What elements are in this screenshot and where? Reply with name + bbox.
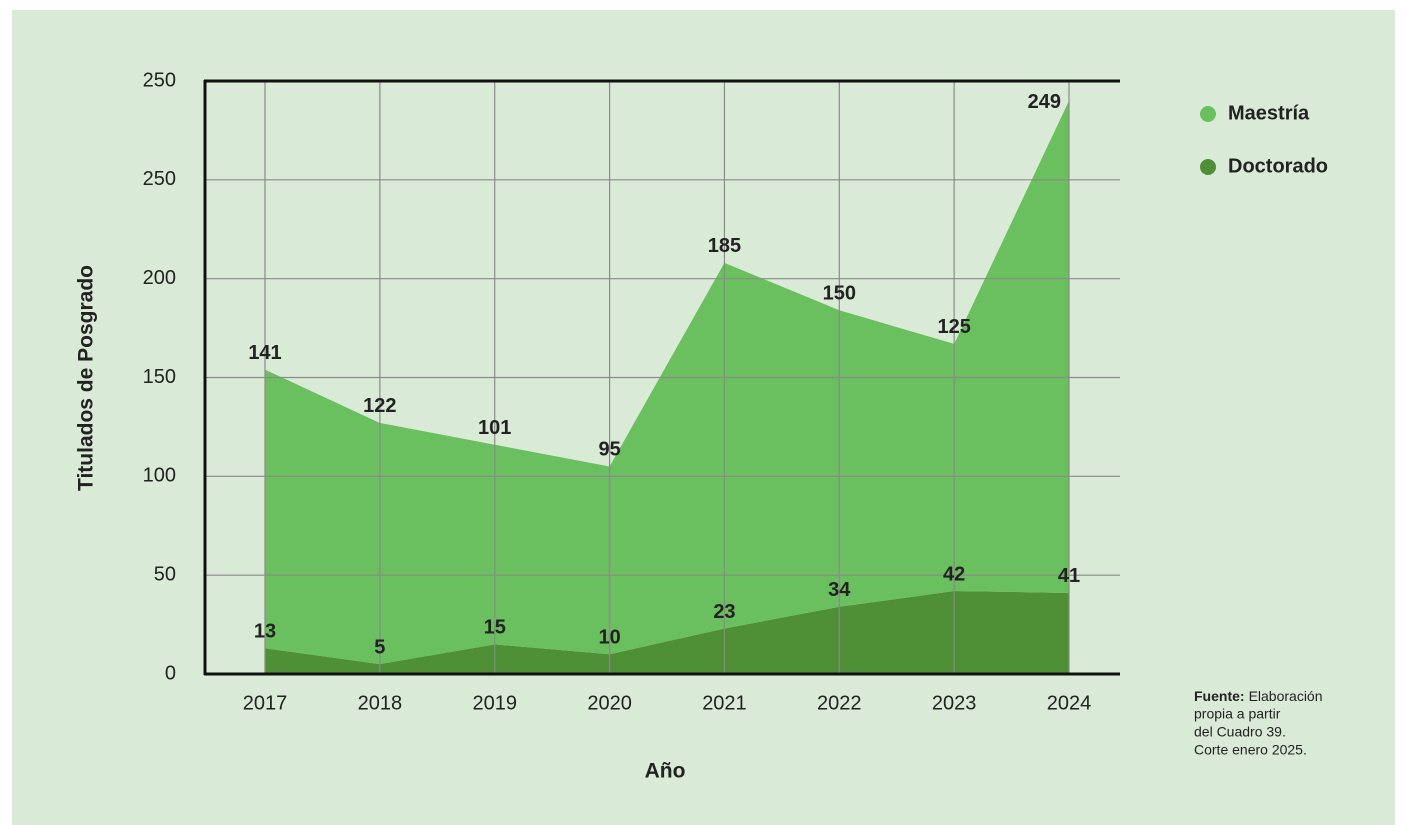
- data-label: 150: [823, 283, 856, 305]
- y-tick-label: 200: [143, 267, 176, 289]
- x-tick-label: 2019: [472, 692, 517, 714]
- data-label: 13: [254, 621, 276, 643]
- legend-label: Maestría: [1228, 102, 1310, 124]
- x-tick-label: 2017: [243, 692, 288, 714]
- y-tick-label: 250: [143, 168, 176, 190]
- y-tick-label: 50: [154, 563, 176, 585]
- y-tick-label: 100: [143, 465, 176, 487]
- data-label: 10: [598, 627, 620, 649]
- data-label: 95: [598, 439, 620, 461]
- x-tick-label: 2018: [358, 692, 403, 714]
- source-line: del Cuadro 39.: [1194, 724, 1286, 740]
- data-label: 185: [708, 235, 741, 257]
- source-label: Fuente:: [1194, 688, 1245, 704]
- y-tick-label: 150: [143, 366, 176, 388]
- data-label: 122: [363, 395, 396, 417]
- data-label: 141: [248, 342, 281, 364]
- data-label: 42: [943, 563, 965, 585]
- y-tick-label: 250: [143, 69, 176, 91]
- legend-swatch: [1200, 106, 1216, 122]
- data-label: 23: [713, 601, 735, 623]
- data-label: 249: [1028, 91, 1061, 113]
- source-line: Corte enero 2025.: [1194, 742, 1307, 758]
- x-axis-title: Año: [645, 760, 686, 783]
- data-label: 5: [374, 636, 385, 658]
- data-label: 15: [484, 617, 506, 639]
- x-tick-label: 2023: [932, 692, 977, 714]
- data-label: 125: [937, 316, 970, 338]
- y-axis-title: Titulados de Posgrado: [75, 265, 98, 491]
- y-tick-label: 0: [165, 662, 176, 684]
- data-label: 41: [1058, 565, 1080, 587]
- area: [265, 590, 1070, 674]
- x-tick-label: 2021: [702, 692, 747, 714]
- x-tick-label: 2024: [1047, 692, 1092, 714]
- x-tick-label: 2022: [817, 692, 862, 714]
- legend-label: Doctorado: [1228, 155, 1328, 177]
- area: [265, 100, 1070, 665]
- data-label: 34: [828, 579, 851, 601]
- source-note: Fuente: Elaboración: [1194, 688, 1323, 704]
- source-line: propia a partir: [1194, 706, 1281, 722]
- x-tick-label: 2020: [587, 692, 632, 714]
- legend-swatch: [1200, 159, 1216, 175]
- data-label: 101: [478, 417, 511, 439]
- source-line: Elaboración: [1249, 688, 1323, 704]
